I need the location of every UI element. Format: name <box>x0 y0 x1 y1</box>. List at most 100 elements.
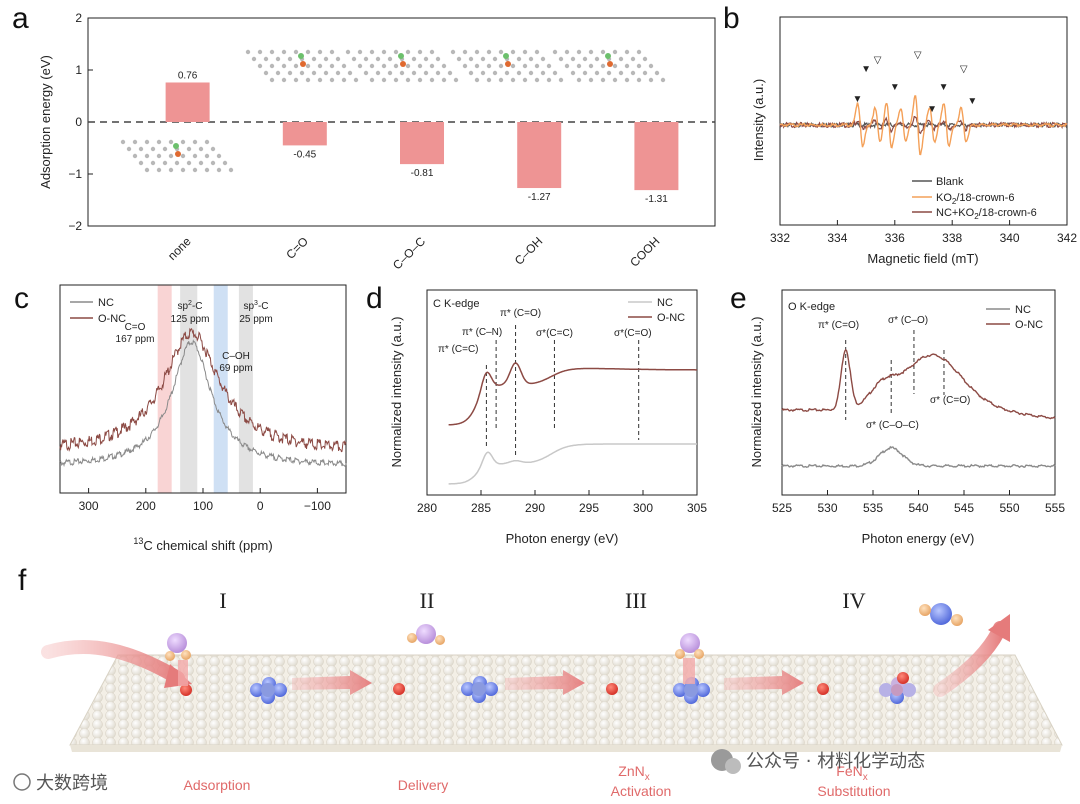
outflow-arrow-head <box>988 614 1010 642</box>
lattice-atom <box>474 63 480 69</box>
stage-label-znnx: ZnNx <box>618 763 649 783</box>
panel-c-xtick-label: −100 <box>304 499 331 513</box>
annotation-sp3-label: sp3-C <box>243 300 268 312</box>
annotation-co-label: C=O <box>125 322 146 333</box>
lattice-atom <box>582 56 588 62</box>
peak-label-e-pi-co: π* (C=O) <box>818 320 859 331</box>
panel-d-xtick-label: 295 <box>579 501 599 515</box>
lattice-atom <box>393 49 399 55</box>
bar-1 <box>282 122 327 146</box>
lattice-atom <box>660 77 666 83</box>
lattice-atom <box>251 56 257 62</box>
delivery-arrow <box>292 670 372 695</box>
lattice-atom <box>624 63 630 69</box>
lattice-atom <box>498 49 504 55</box>
epr-peak-marker-3: ▼ <box>861 64 871 75</box>
lattice-atom <box>480 70 486 76</box>
lattice-atom <box>516 56 522 62</box>
watermark-right: 公众号 · 材料化学动态 <box>711 749 925 774</box>
lattice-atom <box>423 70 429 76</box>
adsorbate-atom <box>607 61 613 67</box>
lattice-atom <box>257 49 263 55</box>
panel-c-xtick-label: 200 <box>136 499 156 513</box>
lattice-atom <box>198 160 204 166</box>
lattice-atom <box>600 49 606 55</box>
lattice-atom <box>192 167 198 173</box>
bar-3 <box>517 122 562 189</box>
panel-a-ytick-label: −2 <box>68 219 82 233</box>
stage-numeral-3: III <box>625 588 647 613</box>
lattice-atom <box>612 49 618 55</box>
panel-b-xtick-label: 336 <box>885 231 905 245</box>
lattice-atom <box>281 77 287 83</box>
lattice-atom <box>474 77 480 83</box>
lattice-atom <box>468 70 474 76</box>
panel-c-xtick-label: 100 <box>193 499 213 513</box>
panel-d-xtick-label: 305 <box>687 501 707 515</box>
panel-e-o-kedge-chart: Normalized intensity (a.u.) Photon energ… <box>749 289 1065 546</box>
lattice-atom <box>132 153 138 159</box>
activation-arrow <box>505 670 585 695</box>
lattice-atom <box>138 146 144 152</box>
lattice-atom <box>269 77 275 83</box>
lattice-atom <box>405 63 411 69</box>
lattice-atom <box>210 146 216 152</box>
annotation-sp2-label: sp2-C <box>177 300 202 312</box>
lattice-atom <box>138 160 144 166</box>
oxygen-site-4 <box>817 683 829 695</box>
epr-peak-marker-5: ▼ <box>890 82 900 93</box>
lattice-atom <box>594 56 600 62</box>
lattice-atom <box>441 63 447 69</box>
lattice-atom <box>522 49 528 55</box>
lattice-atom <box>144 139 150 145</box>
lattice-atom <box>375 56 381 62</box>
panel-e-xtick-label: 545 <box>954 501 974 515</box>
lattice-atom <box>204 153 210 159</box>
panel-c-xlabel: 13C chemical shift (ppm) <box>133 536 272 553</box>
stage-label-delivery: Delivery <box>398 777 449 793</box>
lattice-atom <box>293 63 299 69</box>
panel-d-xtick-label: 280 <box>417 501 437 515</box>
panel-letter-a: a <box>12 2 29 35</box>
lattice-atom <box>552 70 558 76</box>
panel-a-xtick-label-2: C–O–C <box>390 234 428 272</box>
shift-band-0 <box>157 285 172 493</box>
lattice-atom <box>162 160 168 166</box>
panel-b-xtick-label: 338 <box>942 231 962 245</box>
panel-c-nmr-chart: 300 200 100 0 −100 13C chemical shift (ppm) … <box>59 284 347 553</box>
panel-e-peak-labels: π* (C=O) σ* (C–O) σ* (C–O–C) σ* (C=O) <box>818 315 970 431</box>
panel-b-xtick-label: 340 <box>1000 231 1020 245</box>
panel-letter-e: e <box>730 282 747 315</box>
lattice-atom <box>168 139 174 145</box>
lattice-atom <box>453 77 459 83</box>
adsorbate-atom <box>175 151 181 157</box>
panel-e-inset-label: O K-edge <box>788 301 835 313</box>
panel-b-xtick-label: 334 <box>827 231 847 245</box>
carbon-sheet <box>69 654 1063 746</box>
substitution-arrow <box>724 670 804 695</box>
lattice-atom <box>564 49 570 55</box>
lattice-atom <box>480 56 486 62</box>
annotation-sp2-ppm: 125 ppm <box>171 314 210 325</box>
wechat-icon-bubble <box>725 758 741 774</box>
lattice-atom <box>417 49 423 55</box>
structure-thumbnail-3 <box>450 49 564 83</box>
lattice-atom <box>534 49 540 55</box>
lattice-atom <box>558 77 564 83</box>
lattice-atom <box>630 56 636 62</box>
bar-4 <box>634 122 679 191</box>
lattice-atom <box>263 56 269 62</box>
lattice-atom <box>347 70 353 76</box>
lattice-atom <box>492 70 498 76</box>
lattice-atom <box>510 77 516 83</box>
lattice-atom <box>357 49 363 55</box>
lattice-atom <box>156 139 162 145</box>
annotation-co-ppm: 167 ppm <box>116 334 155 345</box>
lattice-atom <box>600 77 606 83</box>
lattice-atom <box>522 63 528 69</box>
panel-d-ylabel: Normalized intensity (a.u.) <box>389 317 404 468</box>
lattice-atom <box>216 167 222 173</box>
lattice-atom <box>504 70 510 76</box>
ko2-complex-molecule-3 <box>675 633 704 684</box>
